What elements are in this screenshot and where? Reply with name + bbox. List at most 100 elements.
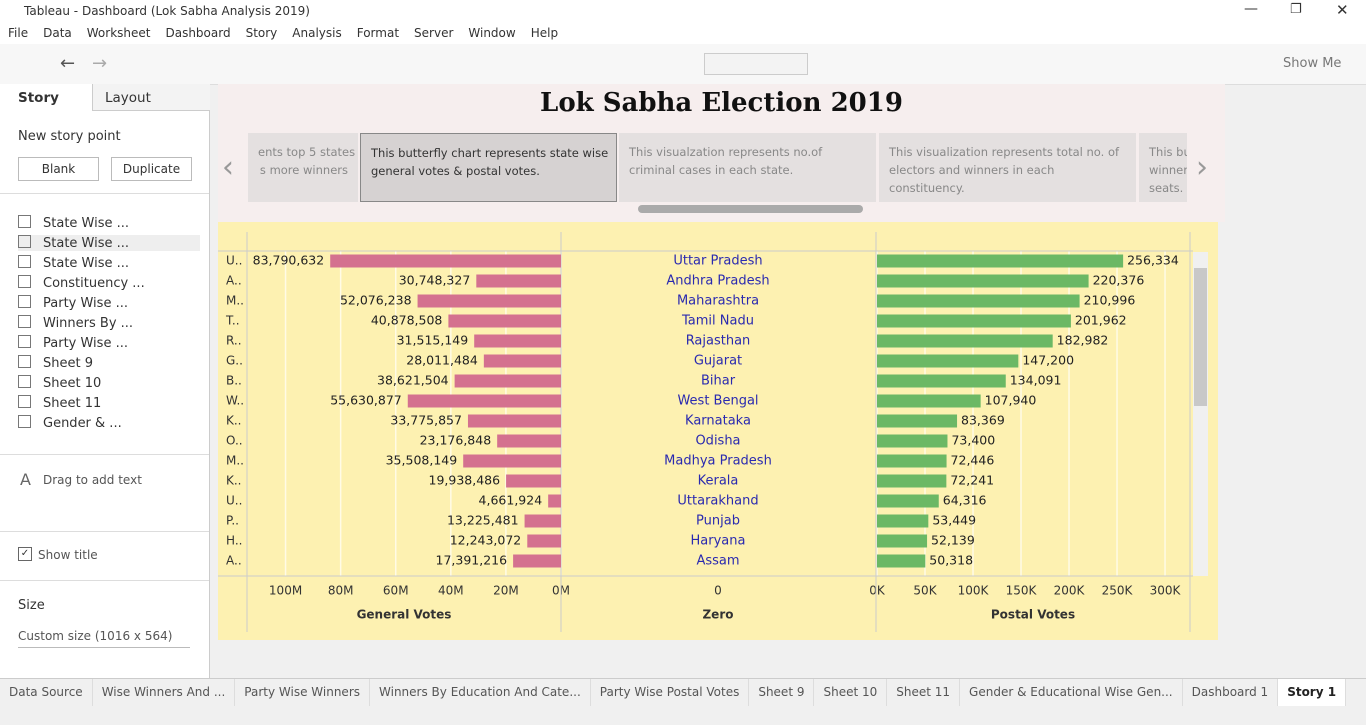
menu-item[interactable]: Window	[468, 26, 516, 40]
story-point[interactable]: This visualzation represents no.of crimin…	[619, 133, 876, 202]
value-label: 83,790,632	[253, 253, 325, 268]
general-bar	[513, 554, 561, 568]
value-label: 28,011,484	[406, 353, 478, 368]
story-point-text: constituency.	[889, 181, 965, 195]
menu-item[interactable]: Story	[245, 26, 278, 40]
blank-button[interactable]: Blank	[18, 157, 99, 181]
value-label: 72,446	[951, 453, 995, 468]
sheet-tab[interactable]: Party Wise Postal Votes	[591, 679, 750, 707]
dropdown[interactable]	[704, 53, 808, 75]
x-tick-label: 50K	[913, 584, 937, 598]
postal-bar	[877, 354, 1019, 368]
sheet-item[interactable]: Sheet 9	[18, 355, 93, 371]
state-label: Madhya Pradesh	[664, 454, 772, 469]
x-tick-label: 80M	[328, 584, 354, 598]
sheet-tabs: Data Source Wise Winners And ... Party Wis…	[0, 678, 1366, 707]
toolbar: ← → Show Me	[0, 44, 1366, 85]
sheet-item[interactable]: Party Wise ...	[18, 295, 128, 311]
undo[interactable]: ←	[60, 53, 76, 74]
general-bar	[463, 454, 561, 468]
menu-item[interactable]: Server	[414, 26, 454, 40]
story-point[interactable]: This visualization represents total no. …	[879, 133, 1136, 202]
sheet-icon	[18, 415, 31, 428]
menu-item[interactable]: Dashboard	[165, 26, 231, 40]
layout-tab[interactable]: Layout	[105, 90, 151, 106]
sheet-tab[interactable]: Party Wise Winners	[235, 679, 371, 707]
scrollbar[interactable]	[638, 205, 863, 213]
sheet-icon	[18, 335, 31, 348]
duplicate-button[interactable]: Duplicate	[111, 157, 192, 181]
sheet-tab[interactable]: Story 1	[1278, 679, 1347, 707]
sheet-tab[interactable]: Gender & Educational Wise Gen...	[960, 679, 1183, 707]
state-label: West Bengal	[677, 394, 758, 409]
sheet-tab[interactable]: Dashboard 1	[1183, 679, 1279, 707]
sheet-tab[interactable]: Winners By Education And Cate...	[370, 679, 591, 707]
story-point[interactable]: This bu winner seats.	[1139, 133, 1187, 202]
menu-item[interactable]: Data	[43, 26, 72, 40]
postal-bar	[877, 474, 947, 488]
sheet-tab[interactable]: Data Source	[0, 679, 93, 707]
redo[interactable]: →	[92, 53, 108, 74]
menu-item[interactable]: Format	[356, 26, 400, 40]
window-title: Tableau - Dashboard (Lok Sabha Analysis …	[24, 4, 310, 18]
sheet-item[interactable]: State Wise ...	[18, 255, 129, 271]
show-me[interactable]: Show Me	[1283, 56, 1342, 71]
state-label: Rajasthan	[686, 334, 751, 349]
close[interactable]: ✕	[1336, 1, 1349, 19]
menu-item[interactable]: Analysis	[292, 26, 342, 40]
story-point-text: This visualization represents total no. …	[889, 145, 1120, 159]
value-label: 73,400	[951, 433, 995, 448]
x-tick-label: 150K	[1006, 584, 1038, 598]
story-title: Lok Sabha Election 2019	[540, 88, 903, 118]
story-point[interactable]: This butterfly chart represents state wi…	[360, 133, 617, 202]
row-label: M..	[226, 294, 244, 308]
checkbox[interactable]: ✓	[18, 547, 32, 561]
size-select[interactable]: Custom size (1016 x 564)	[18, 629, 190, 648]
sheet-icon	[18, 275, 31, 288]
divider	[0, 580, 209, 581]
sheet-icon	[18, 395, 31, 408]
story-point[interactable]: ents top 5 states s more winners	[248, 133, 358, 202]
sheet-item[interactable]: State Wise ...	[18, 215, 129, 231]
minimize[interactable]: —	[1244, 1, 1258, 17]
divider	[0, 454, 209, 455]
sheet-name: Sheet 9	[43, 356, 93, 371]
sheet-item[interactable]: State Wise ...	[18, 235, 200, 251]
menu-item[interactable]: File	[8, 26, 29, 40]
value-label: 147,200	[1022, 353, 1074, 368]
value-label: 55,630,877	[330, 393, 402, 408]
sheet-tab[interactable]: Sheet 11	[887, 679, 961, 707]
row-label: W..	[226, 394, 244, 408]
x-tick-label: 200K	[1054, 584, 1086, 598]
sheet-tab[interactable]: Sheet 9	[749, 679, 815, 707]
row-label: U..	[226, 254, 242, 268]
sheet-name: Party Wise ...	[43, 296, 128, 311]
value-label: 52,139	[931, 533, 975, 548]
x-tick-label: 100M	[269, 584, 302, 598]
menu-item[interactable]: Help	[530, 26, 559, 40]
menu-item[interactable]: Worksheet	[86, 26, 151, 40]
sheet-item[interactable]: Sheet 11	[18, 395, 101, 411]
text-icon: A	[20, 470, 31, 489]
sheet-item[interactable]: Sheet 10	[18, 375, 101, 391]
sheet-item[interactable]: Gender & ...	[18, 415, 122, 431]
sheet-item[interactable]: Winners By ...	[18, 315, 133, 331]
sheet-item[interactable]: Party Wise ...	[18, 335, 128, 351]
general-bar	[417, 294, 561, 308]
state-label: Assam	[696, 554, 739, 569]
prev-arrow[interactable]: ‹	[222, 150, 234, 185]
story-tab[interactable]: Story	[18, 90, 59, 106]
sheet-item[interactable]: Constituency ...	[18, 275, 145, 291]
sheet-tab[interactable]: Sheet 10	[814, 679, 888, 707]
layout-tab-bg	[92, 84, 210, 111]
show-title[interactable]: Show title	[38, 548, 98, 562]
x-tick-label: 300K	[1150, 584, 1182, 598]
restore[interactable]: ❐	[1290, 2, 1302, 17]
sheet-icon	[18, 375, 31, 388]
next-arrow[interactable]: ›	[1196, 150, 1208, 185]
postal-bar	[877, 254, 1124, 268]
state-label: Uttarakhand	[677, 494, 758, 509]
sheet-tab[interactable]: Wise Winners And ...	[93, 679, 236, 707]
scrollbar-thumb[interactable]	[1194, 268, 1207, 406]
drag-text[interactable]: Drag to add text	[43, 473, 142, 487]
